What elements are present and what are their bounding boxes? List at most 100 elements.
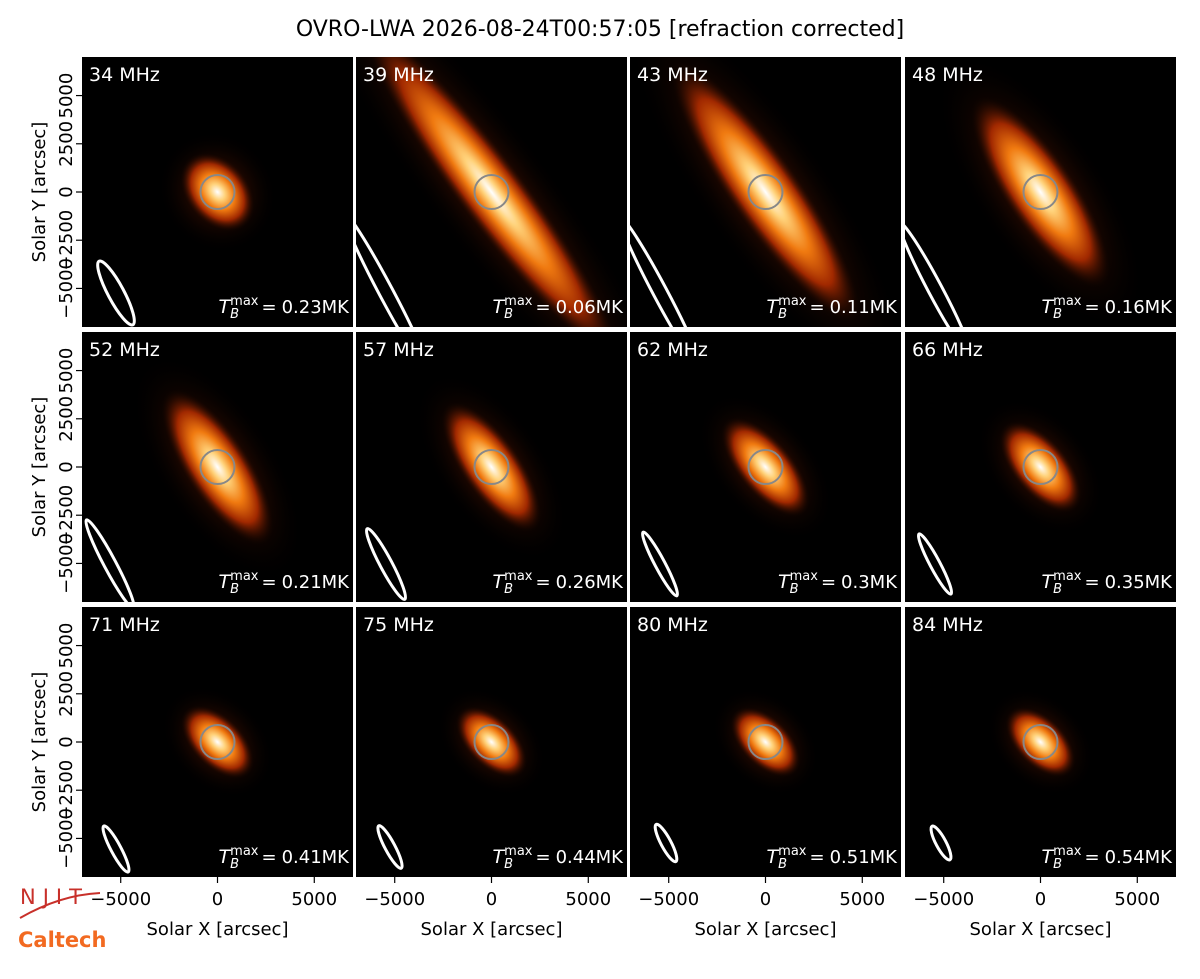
panel — [356, 607, 627, 877]
solar-disk — [747, 174, 784, 210]
tb-max-sup: max — [790, 569, 819, 584]
beam — [84, 518, 136, 602]
tb-max-symbol: T — [1042, 571, 1055, 593]
tb-max-sub: B — [230, 307, 239, 322]
tb-max-sub: B — [778, 307, 787, 322]
frequency-label: 71 MHz — [89, 614, 160, 636]
emission — [180, 704, 255, 780]
x-tick-label: 5000 — [291, 889, 337, 910]
solar-disk — [473, 724, 510, 760]
solar-disk — [199, 174, 236, 210]
beam — [376, 824, 404, 870]
frequency-label: 43 MHz — [637, 64, 708, 86]
tb-max-symbol: T — [1042, 846, 1055, 868]
tb-max-symbol: T — [219, 296, 232, 318]
x-axis-label: Solar X [arcsec] — [147, 919, 289, 940]
tb-max-value: 0.06MK — [556, 297, 625, 318]
tb-max-sub: B — [504, 582, 513, 597]
panel — [630, 607, 901, 877]
x-tick-label: −5000 — [90, 889, 151, 910]
x-tick-label: −5000 — [638, 889, 699, 910]
beam — [641, 530, 679, 598]
solar-disk — [473, 449, 510, 485]
tb-max-sub: B — [230, 582, 239, 597]
panel — [905, 607, 1176, 877]
tb-max-relation: = — [261, 847, 276, 868]
frequency-label: 39 MHz — [363, 64, 434, 86]
frequency-label: 84 MHz — [912, 614, 983, 636]
tb-max-value: 0.35MK — [1105, 572, 1174, 593]
panel — [82, 57, 353, 327]
emission — [998, 420, 1083, 514]
frequency-label: 75 MHz — [363, 614, 434, 636]
logo-caltech: Caltech — [18, 928, 106, 952]
tb-max-symbol: T — [219, 571, 232, 593]
tb-max-sup: max — [778, 844, 807, 859]
emission — [1004, 706, 1077, 778]
tb-max-sup: max — [504, 294, 533, 309]
emission — [362, 57, 621, 327]
solar-disk — [747, 724, 784, 760]
tb-max-sub: B — [504, 857, 513, 872]
y-tick-label: −2500 — [56, 210, 77, 271]
tb-max-sub: B — [778, 857, 787, 872]
tb-max-sup: max — [230, 844, 259, 859]
beam — [630, 215, 702, 327]
tb-max-relation: = — [261, 572, 276, 593]
x-tick-label: −5000 — [364, 889, 425, 910]
x-axis-label: Solar X [arcsec] — [421, 919, 563, 940]
y-tick-label: 2500 — [56, 121, 77, 167]
tb-max-sup: max — [504, 569, 533, 584]
solar-disk — [747, 449, 784, 485]
tb-max-value: 0.3MK — [841, 572, 898, 593]
y-tick-label: 0 — [56, 186, 77, 197]
solar-disk — [1022, 174, 1059, 210]
tb-max-relation: = — [535, 847, 550, 868]
tb-max-sup: max — [230, 569, 259, 584]
tb-max-symbol: T — [219, 846, 232, 868]
tb-max-value: 0.51MK — [830, 847, 899, 868]
tb-max-sup: max — [1053, 294, 1082, 309]
panel — [82, 332, 353, 602]
x-tick-label: −5000 — [913, 889, 974, 910]
tb-max-sup: max — [504, 844, 533, 859]
x-axis-label: Solar X [arcsec] — [695, 919, 837, 940]
tb-max-relation: = — [1084, 847, 1099, 868]
tb-max-symbol: T — [493, 846, 506, 868]
x-tick-label: 0 — [212, 889, 223, 910]
y-axis-label: Solar Y [arcsec] — [29, 397, 50, 538]
emission — [179, 151, 256, 233]
tb-max-relation: = — [1084, 297, 1099, 318]
emission — [669, 59, 862, 325]
logo-swoosh — [19, 892, 101, 919]
solar-disk — [473, 174, 510, 210]
tb-max-symbol: T — [767, 296, 780, 318]
tb-max-sup: max — [778, 294, 807, 309]
y-tick-label: 0 — [56, 736, 77, 747]
tb-max-sub: B — [504, 307, 513, 322]
tb-max-symbol: T — [778, 571, 791, 593]
tb-max-symbol: T — [493, 296, 506, 318]
tb-max-value: 0.54MK — [1105, 847, 1174, 868]
tb-max-sup: max — [1053, 844, 1082, 859]
tb-max-value: 0.23MK — [282, 297, 351, 318]
y-tick-label: −5000 — [56, 258, 77, 319]
y-tick-label: 0 — [56, 461, 77, 472]
panel — [356, 332, 627, 602]
tb-max-value: 0.11MK — [830, 297, 899, 318]
tb-max-value: 0.26MK — [556, 572, 625, 593]
beam — [356, 210, 431, 327]
tb-max-value: 0.41MK — [282, 847, 351, 868]
tb-max-relation: = — [261, 297, 276, 318]
tb-max-relation: = — [809, 297, 824, 318]
y-axis-label: Solar Y [arcsec] — [29, 672, 50, 813]
y-tick-label: −2500 — [56, 485, 77, 546]
y-tick-label: 2500 — [56, 396, 77, 442]
solar-disk — [1022, 449, 1059, 485]
emission — [440, 400, 543, 534]
beam — [364, 527, 408, 601]
frequency-label: 80 MHz — [637, 614, 708, 636]
tb-max-sup: max — [1053, 569, 1082, 584]
solar-disk — [1022, 724, 1059, 760]
y-tick-label: −5000 — [56, 808, 77, 869]
